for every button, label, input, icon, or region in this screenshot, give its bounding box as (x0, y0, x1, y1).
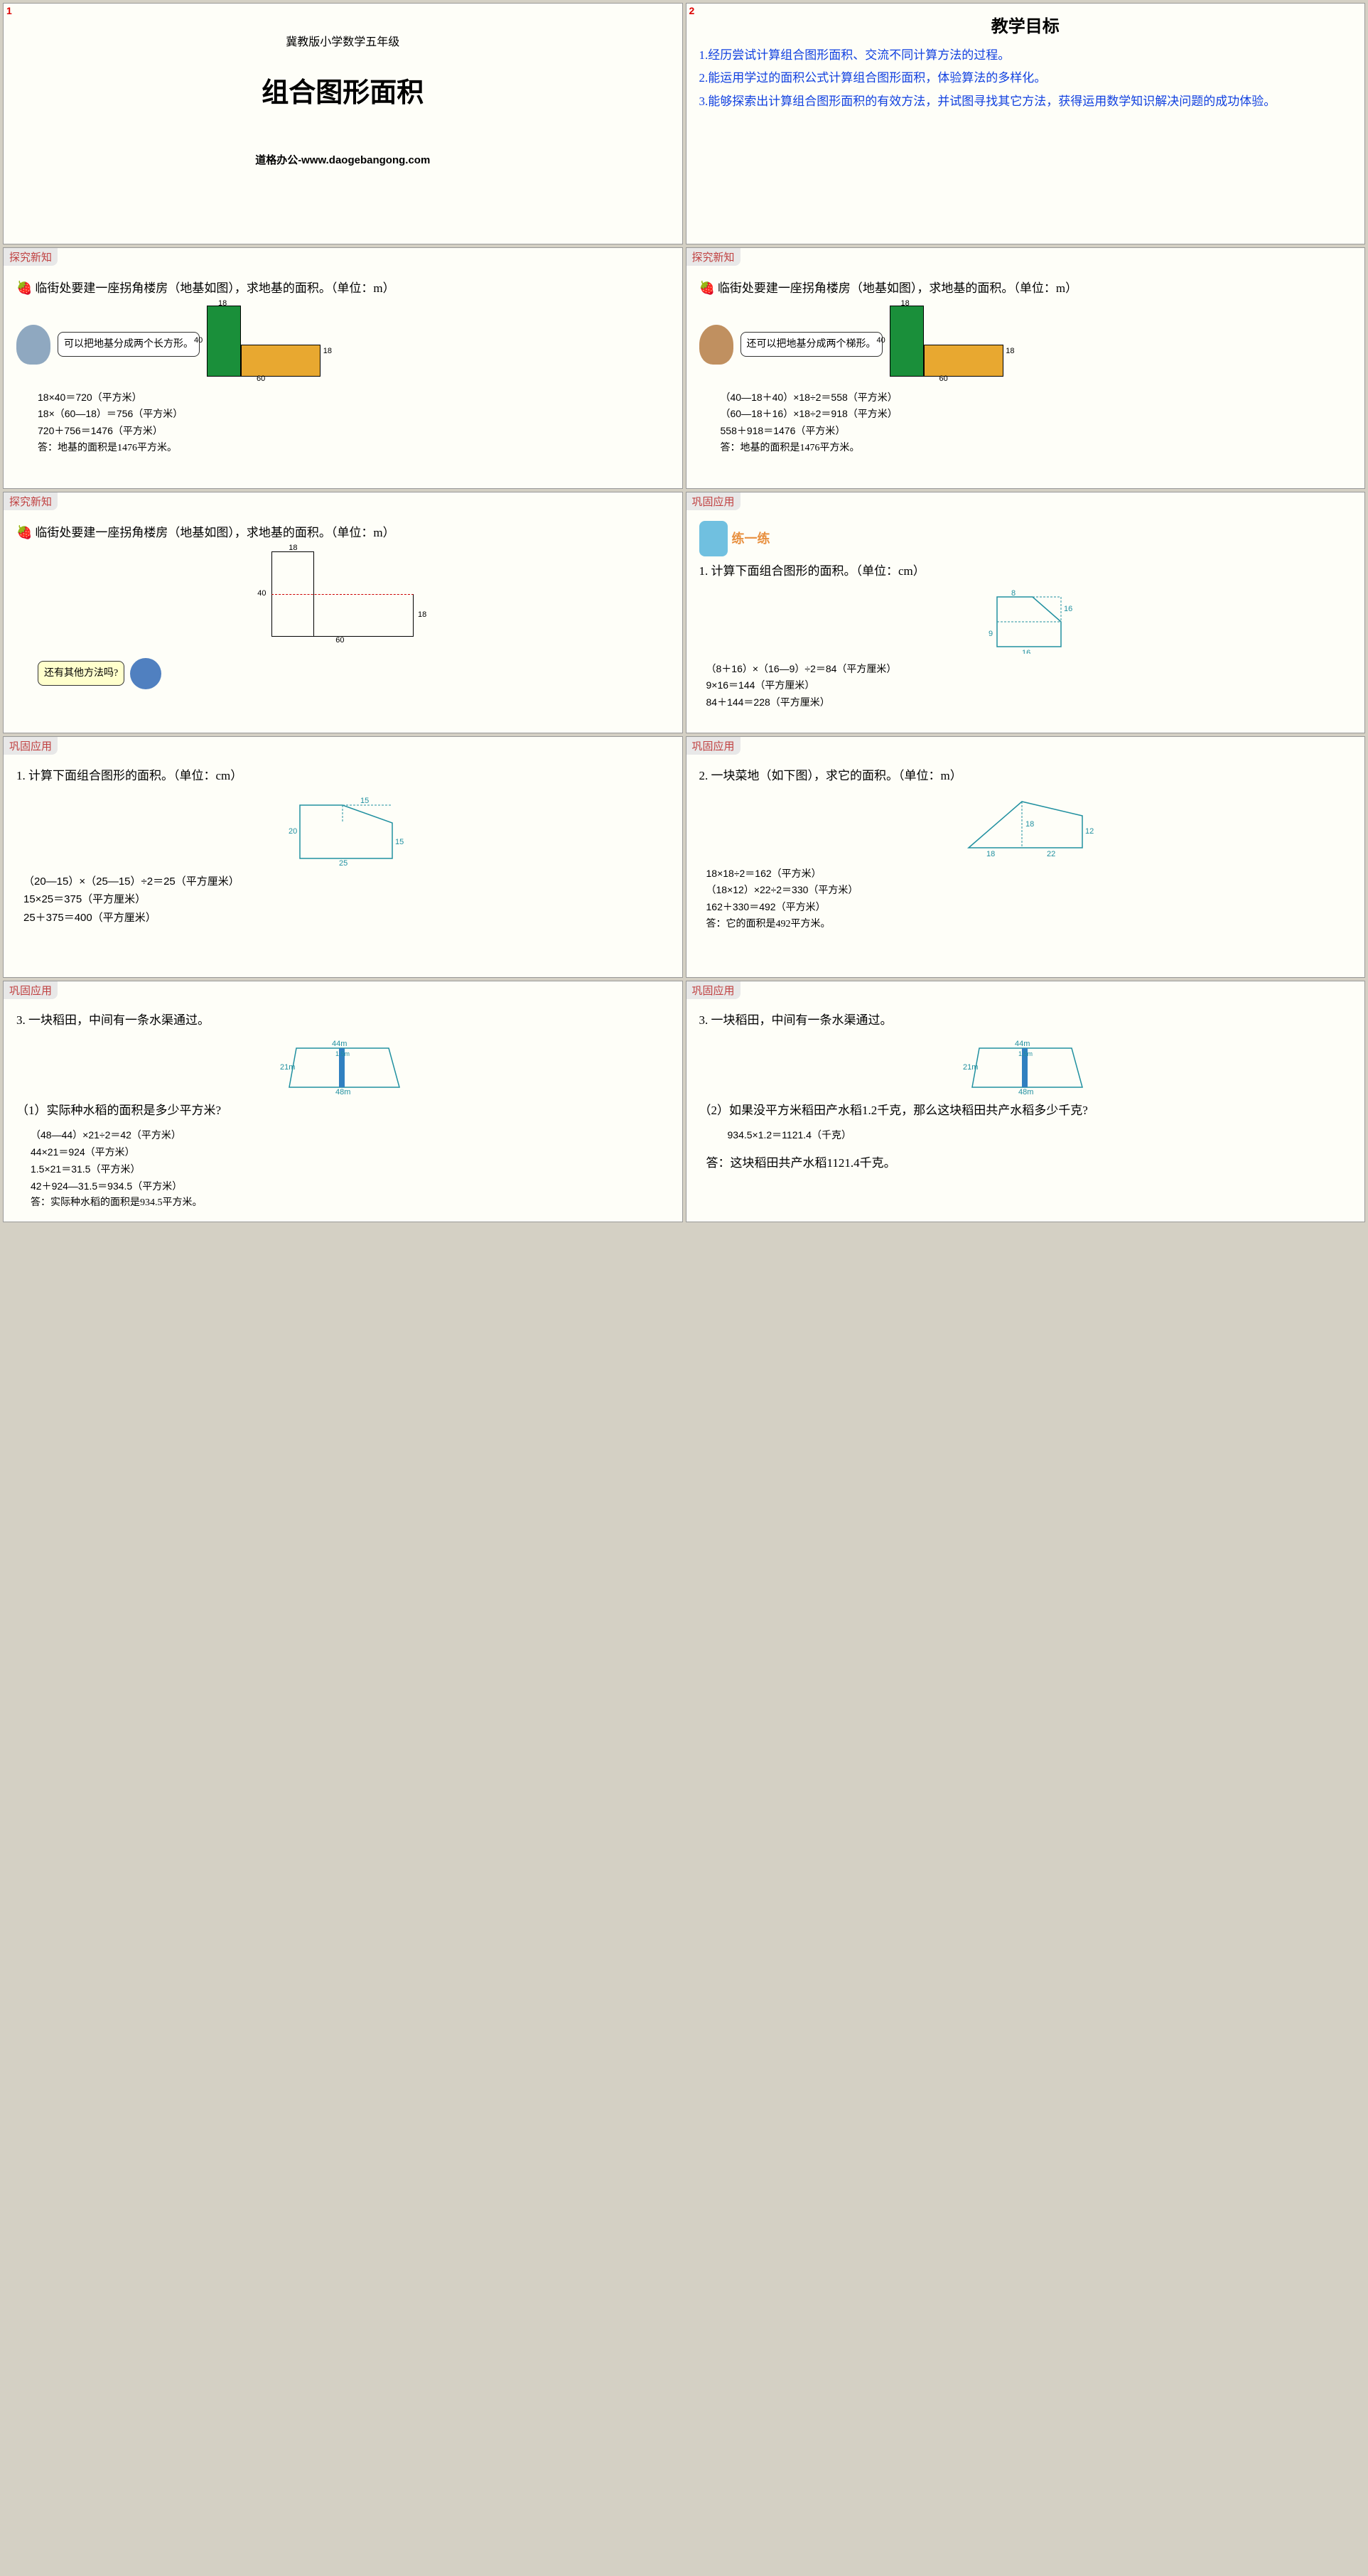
lesson-title: 组合图形面积 (16, 70, 669, 109)
speech-bubble: 还有其他方法吗? (38, 661, 124, 686)
answer-text: 答：这块稻田共产水稻1121.4千克。 (699, 1153, 1352, 1175)
pentagon-diagram: 15 20 15 25 (279, 794, 406, 866)
problem-text: 2. 一块菜地（如下图），求它的面积。（单位：m） (699, 765, 1352, 787)
section-tab: 探究新知 (4, 248, 58, 266)
svg-text:15: 15 (395, 838, 404, 846)
problem-text: 1. 计算下面组合图形的面积。（单位：cm） (699, 561, 1352, 583)
calculation: （20—15）×（25—15）÷2＝25（平方厘米） 15×25＝375（平方厘… (16, 873, 669, 927)
problem-text: 3. 一块稻田，中间有一条水渠通过。 (16, 1010, 669, 1032)
l-shape-diagram: 18 40 18 60 (890, 306, 1003, 384)
svg-text:1.5m: 1.5m (1018, 1050, 1033, 1057)
calculation: （40—18＋40）×18÷2＝558（平方米） （60—18＋16）×18÷2… (699, 389, 1352, 457)
section-tab: 巩固应用 (4, 981, 58, 999)
svg-text:18: 18 (1025, 820, 1034, 829)
goals-list: 1.经历尝试计算组合图形面积、交流不同计算方法的过程。 2.能运用学过的面积公式… (699, 44, 1352, 113)
calculation: 934.5×1.2＝1121.4（千克） (699, 1127, 1352, 1144)
speech-bubble: 还可以把地基分成两个梯形。 (740, 332, 883, 357)
svg-text:25: 25 (339, 859, 348, 866)
trapezoid-diagram: 8 16 9 16 (976, 590, 1075, 654)
problem-text: 🍓临街处要建一座拐角楼房（地基如图），求地基的面积。（单位：m） (16, 276, 669, 300)
slide-grid: 1 冀教版小学数学五年级 组合图形面积 道格办公-www.daogebangon… (3, 3, 1365, 1222)
slide-number: 1 (6, 5, 12, 16)
problem-text: 1. 计算下面组合图形的面积。（单位：cm） (16, 765, 669, 787)
pencil-avatar (699, 521, 728, 556)
svg-text:22: 22 (1047, 850, 1055, 858)
svg-text:21m: 21m (280, 1063, 295, 1072)
svg-text:18: 18 (986, 850, 995, 858)
calculation: （8＋16）×（16—9）÷2＝84（平方厘米） 9×16＝144（平方厘米） … (699, 661, 1352, 711)
goal-item: 1.经历尝试计算组合图形面积、交流不同计算方法的过程。 (699, 44, 1352, 67)
sub-question: （1）实际种水稻的面积是多少平方米? (16, 1100, 669, 1122)
girl-avatar (16, 325, 50, 365)
section-tab: 巩固应用 (4, 737, 58, 755)
practice-heading: 练一练 (732, 527, 770, 550)
problem-text: 3. 一块稻田，中间有一条水渠通过。 (699, 1010, 1352, 1032)
goal-item: 3.能够探索出计算组合图形面积的有效方法，并试图寻找其它方法，获得运用数学知识解… (699, 90, 1352, 113)
calculation: 18×40＝720（平方米） 18×（60—18）＝756（平方米） 720＋7… (16, 389, 669, 457)
svg-text:1.5m: 1.5m (335, 1050, 350, 1057)
calculation: （48—44）×21÷2＝42（平方米） 44×21＝924（平方米） 1.5×… (16, 1127, 669, 1212)
slide-10: 10 巩固应用 3. 一块稻田，中间有一条水渠通过。 44m 1.5m 21m … (686, 981, 1366, 1222)
svg-text:48m: 48m (1018, 1088, 1033, 1094)
problem-text: 🍓临街处要建一座拐角楼房（地基如图），求地基的面积。（单位：m） (16, 521, 669, 544)
svg-text:8: 8 (1011, 590, 1016, 598)
slide-3: 3 探究新知 🍓临街处要建一座拐角楼房（地基如图），求地基的面积。（单位：m） … (3, 247, 683, 489)
slide-number: 2 (689, 5, 695, 16)
slide-7: 7 巩固应用 1. 计算下面组合图形的面积。（单位：cm） 15 20 15 2… (3, 736, 683, 978)
mouse-avatar (130, 658, 161, 689)
slide-2: 2 教学目标 1.经历尝试计算组合图形面积、交流不同计算方法的过程。 2.能运用… (686, 3, 1366, 244)
section-tab: 巩固应用 (686, 492, 740, 510)
svg-text:48m: 48m (335, 1088, 350, 1094)
section-tab: 巩固应用 (686, 737, 740, 755)
sub-question: （2）如果没平方米稻田产水稻1.2千克，那么这块稻田共产水稻多少千克? (699, 1100, 1352, 1122)
slide-8: 8 巩固应用 2. 一块菜地（如下图），求它的面积。（单位：m） 18 18 2… (686, 736, 1366, 978)
svg-text:44m: 44m (1015, 1040, 1030, 1048)
section-tab: 巩固应用 (686, 981, 740, 999)
strawberry-icon: 🍓 (699, 281, 715, 295)
svg-text:20: 20 (289, 827, 297, 836)
strawberry-icon: 🍓 (16, 525, 32, 539)
goal-item: 2.能运用学过的面积公式计算组合图形面积，体验算法的多样化。 (699, 67, 1352, 90)
slide-9: 9 巩固应用 3. 一块稻田，中间有一条水渠通过。 44m 1.5m 21m 4… (3, 981, 683, 1222)
boy-avatar (699, 325, 733, 365)
slide-1: 1 冀教版小学数学五年级 组合图形面积 道格办公-www.daogebangon… (3, 3, 683, 244)
paddy-diagram: 44m 1.5m 21m 48m (279, 1038, 406, 1094)
course-subtitle: 冀教版小学数学五年级 (16, 32, 669, 49)
svg-text:16: 16 (1022, 649, 1030, 654)
paddy-diagram: 44m 1.5m 21m 48m (962, 1038, 1089, 1094)
speech-bubble: 可以把地基分成两个长方形。 (58, 332, 200, 357)
problem-text: 🍓临街处要建一座拐角楼房（地基如图），求地基的面积。（单位：m） (699, 276, 1352, 300)
slide-4: 4 探究新知 🍓临街处要建一座拐角楼房（地基如图），求地基的面积。（单位：m） … (686, 247, 1366, 489)
section-tab: 探究新知 (686, 248, 740, 266)
strawberry-icon: 🍓 (16, 281, 32, 295)
l-shape-diagram: 18 40 18 60 (207, 306, 321, 384)
field-diagram: 18 18 22 12 (954, 794, 1097, 858)
svg-text:15: 15 (360, 797, 369, 805)
calculation: 18×18÷2＝162（平方米） （18×12）×22÷2＝330（平方米） 1… (699, 866, 1352, 933)
slide-5: 5 探究新知 🍓临街处要建一座拐角楼房（地基如图），求地基的面积。（单位：m） … (3, 492, 683, 733)
l-shape-outline: 18 40 18 60 (271, 551, 414, 644)
svg-text:44m: 44m (332, 1040, 347, 1048)
watermark: 道格办公-www.daogebangong.com (16, 152, 669, 167)
svg-text:16: 16 (1064, 605, 1072, 613)
svg-text:12: 12 (1085, 827, 1094, 836)
slide-6: 6 巩固应用 练一练 1. 计算下面组合图形的面积。（单位：cm） 8 16 9… (686, 492, 1366, 733)
section-heading: 教学目标 (699, 12, 1352, 37)
svg-text:21m: 21m (963, 1063, 978, 1072)
svg-text:9: 9 (989, 630, 993, 638)
section-tab: 探究新知 (4, 492, 58, 510)
